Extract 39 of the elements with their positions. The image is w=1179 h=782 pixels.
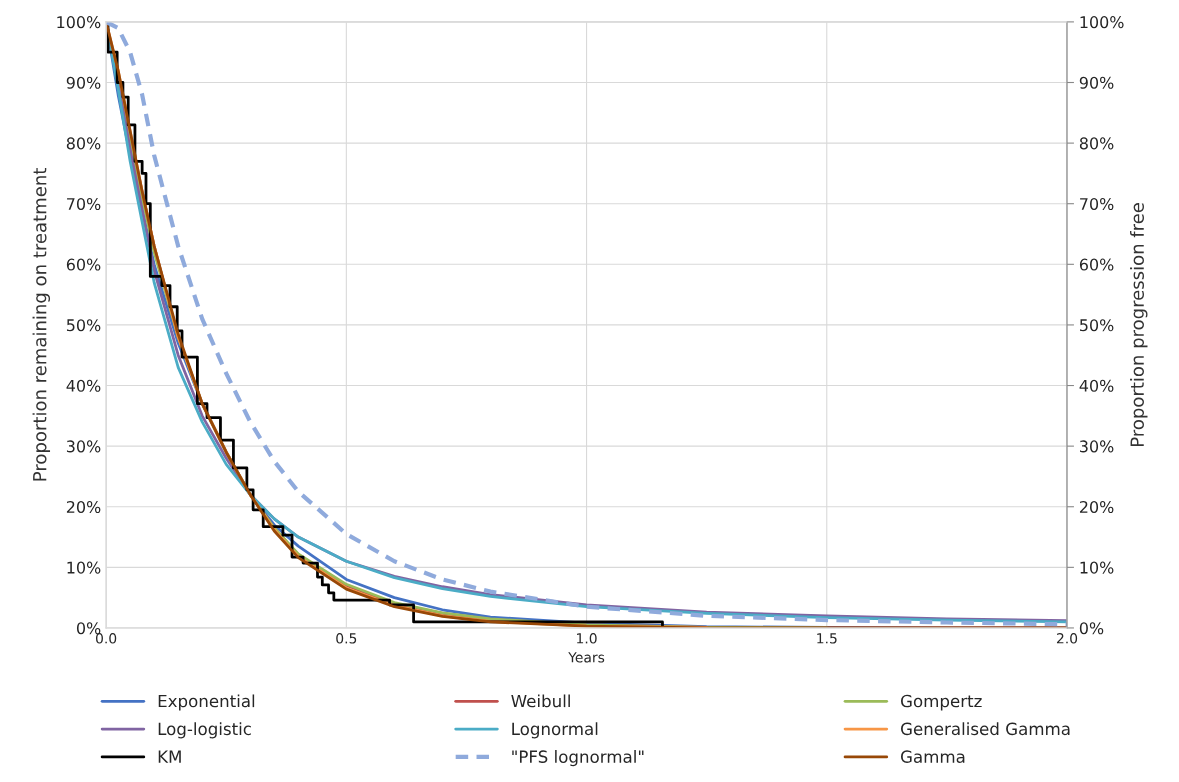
legend-label: Generalised Gamma bbox=[900, 722, 1070, 736]
y2-tick-label: 20% bbox=[1079, 500, 1114, 514]
legend-label: Weibull bbox=[511, 694, 570, 708]
legend-label: Exponential bbox=[158, 694, 255, 711]
legend-label: "PFS lognormal" bbox=[512, 750, 644, 767]
x-axis-title: Years bbox=[568, 652, 605, 663]
y-tick-label: 30% bbox=[66, 440, 101, 453]
x-tick-label: 2.0 bbox=[1056, 633, 1078, 644]
y-tick-label: 80% bbox=[66, 137, 101, 150]
y-tick-label: 100% bbox=[57, 16, 101, 29]
y-tick-label: 90% bbox=[66, 76, 101, 89]
y2-axis-title: Proportion progression free bbox=[1130, 203, 1148, 446]
y-tick-label: 60% bbox=[66, 258, 101, 271]
x-tick-label: 1.0 bbox=[577, 633, 597, 644]
y-tick-label: 40% bbox=[66, 379, 101, 392]
legend-label: KM bbox=[158, 750, 181, 763]
x-tick-label: 0.0 bbox=[95, 633, 117, 644]
y-tick-label: 10% bbox=[67, 561, 101, 574]
x-tick-label: 0.5 bbox=[336, 633, 357, 644]
x-tick-label: 1.5 bbox=[817, 633, 837, 644]
y2-tick-label: 0% bbox=[1079, 622, 1104, 635]
y2-tick-label: 90% bbox=[1079, 76, 1114, 89]
y2-tick-label: 60% bbox=[1079, 258, 1114, 271]
y2-tick-label: 80% bbox=[1079, 137, 1114, 150]
y2-tick-label: 40% bbox=[1079, 379, 1114, 392]
legend-label: Gompertz bbox=[900, 694, 982, 711]
y2-tick-label: 100% bbox=[1080, 16, 1124, 29]
y-axis-title: Proportion remaining on treatment bbox=[32, 168, 51, 481]
legend-label: Gamma bbox=[900, 750, 965, 763]
y-tick-label: 20% bbox=[66, 500, 101, 514]
y-tick-label: 0% bbox=[76, 622, 101, 635]
y-tick-label: 70% bbox=[67, 197, 101, 211]
y2-tick-label: 50% bbox=[1080, 319, 1114, 332]
legend-label: Log-logistic bbox=[158, 722, 251, 739]
y2-tick-label: 30% bbox=[1080, 440, 1114, 453]
legend-label: Lognormal bbox=[512, 722, 598, 739]
y-tick-label: 50% bbox=[66, 319, 101, 332]
y2-tick-label: 70% bbox=[1080, 197, 1114, 211]
y2-tick-label: 10% bbox=[1080, 561, 1114, 574]
